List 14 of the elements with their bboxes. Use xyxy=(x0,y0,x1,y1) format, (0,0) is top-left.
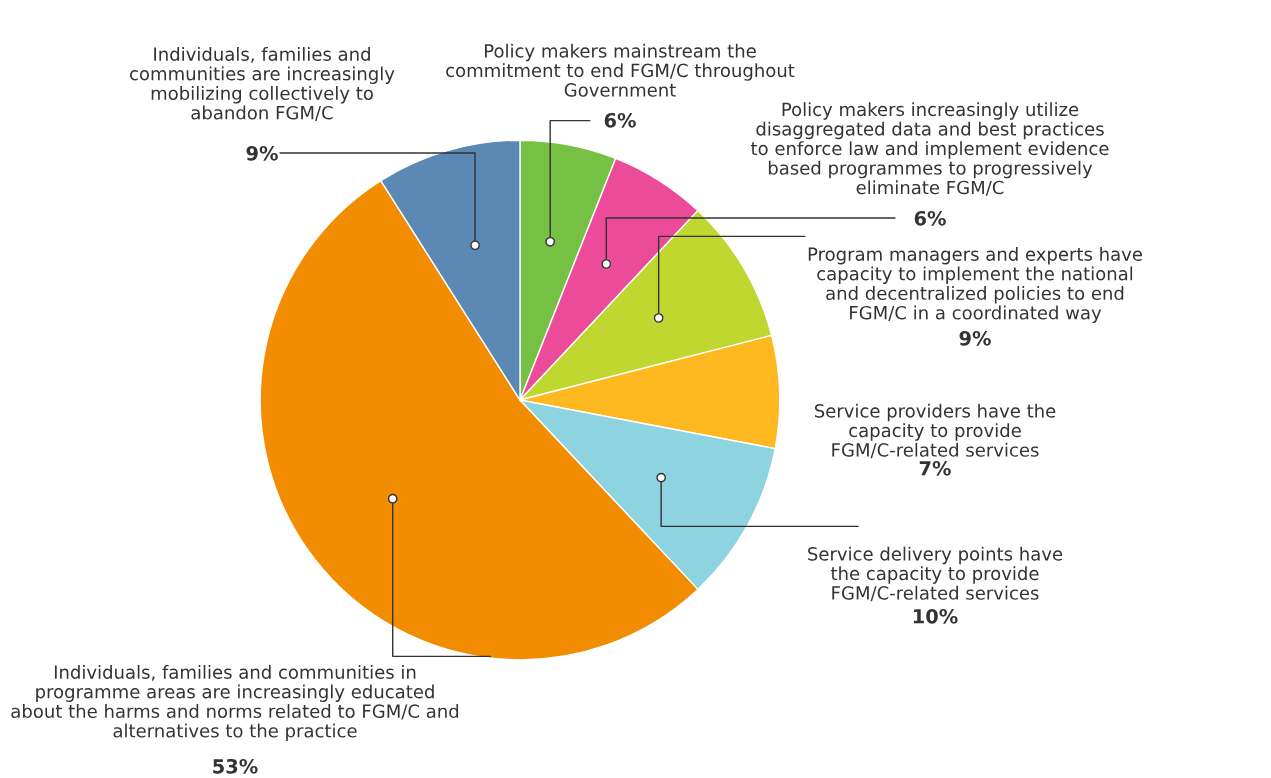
slice-label: Individuals, families and communities are increasingly mobilizing collectively to abandon FGM/C xyxy=(130,46,395,121)
data-label: 9% xyxy=(959,330,991,346)
data-label: 9% xyxy=(246,145,278,161)
data-label: 7% xyxy=(919,460,951,476)
data-label: 10% xyxy=(913,608,958,624)
slice-label: Service delivery points have the capacity to provide FGM/C-related services xyxy=(808,546,1063,602)
slice-label: Individuals, families and communities in programme areas are increasingly educated about the harms and norms related to FGM/C and alternatives to the practice xyxy=(11,664,459,742)
slice-label: Program managers and experts have capacity to implement the national and decentralized policies to end FGM/C in a coordinated way xyxy=(808,246,1142,324)
slice-label: Service providers have the capacity to provide FGM/C-related services xyxy=(814,403,1056,459)
slice-label: Policy makers increasingly utilize disaggregated data and best practices to enforce law and implement evidence based programmes to progressively eliminate FGM/C xyxy=(751,102,1109,196)
data-label: 6% xyxy=(604,112,636,128)
data-label: 6% xyxy=(914,210,946,226)
data-label: 53% xyxy=(213,758,258,774)
slice-label: Policy makers mainstream the commitment to end FGM/C throughout Government xyxy=(446,43,795,97)
